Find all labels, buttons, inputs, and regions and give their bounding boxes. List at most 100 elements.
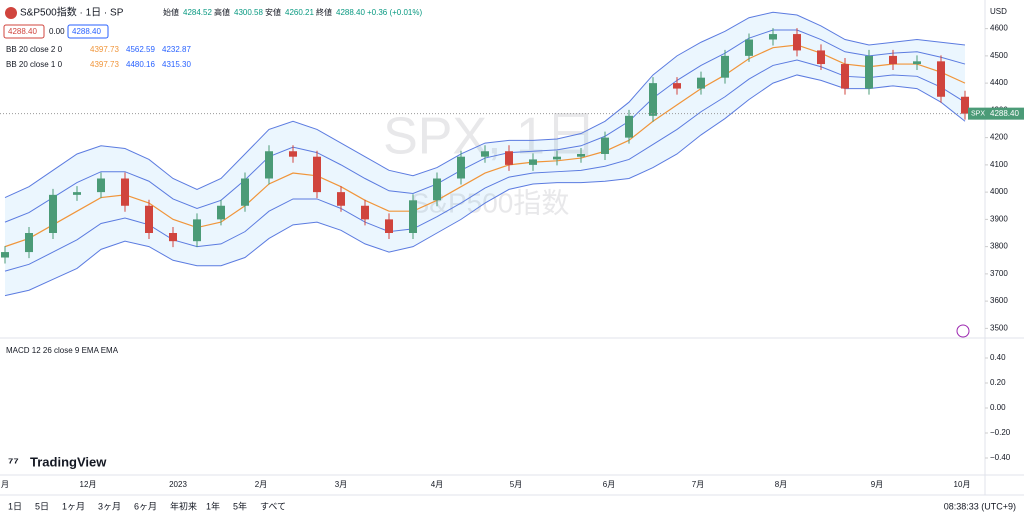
candle	[457, 156, 465, 179]
candle	[25, 233, 33, 253]
last-tag-price: 4288.40	[990, 109, 1019, 118]
candle	[313, 156, 321, 193]
candle	[433, 178, 441, 201]
candle	[289, 151, 297, 157]
candle	[337, 192, 345, 206]
y-tick-label: 4600	[990, 24, 1008, 33]
indicator-value: 4562.59	[126, 45, 155, 54]
indicator-value: 4315.30	[162, 60, 191, 69]
range-button[interactable]: 5年	[233, 500, 247, 511]
y-tick-label: 4200	[990, 133, 1008, 142]
indicator-value: 4232.87	[162, 45, 191, 54]
macd-tick-label: 0.40	[990, 353, 1006, 362]
y-tick-label: 4000	[990, 187, 1008, 196]
candle	[529, 159, 537, 165]
x-tick-label: 4月	[431, 480, 443, 489]
y-tick-label: 3600	[990, 296, 1008, 305]
candle	[601, 137, 609, 154]
sell-box[interactable]	[3, 24, 45, 39]
candle	[673, 83, 681, 89]
candle	[625, 115, 633, 138]
macd-tick-label: −0.40	[990, 453, 1011, 462]
candle	[169, 233, 177, 242]
range-button[interactable]: 3ヶ月	[98, 501, 121, 511]
range-button[interactable]: 1年	[206, 500, 220, 511]
x-tick-label: 3月	[335, 480, 347, 489]
candle	[769, 34, 777, 40]
candle	[961, 96, 969, 114]
buy: 4288.40	[72, 27, 101, 36]
x-tick-label: 12月	[80, 480, 97, 489]
indicator-value: 4397.73	[90, 45, 119, 54]
currency: USD	[990, 7, 1007, 16]
bb-basis	[4, 44, 966, 248]
macd-tick-label: 0.20	[990, 378, 1006, 387]
candle	[121, 178, 129, 206]
candle	[721, 55, 729, 78]
indicator-name: BB 20 close 2 0	[6, 45, 63, 54]
x-tick-label: 6月	[603, 480, 615, 489]
x-tick-label: 2月	[255, 480, 267, 489]
candle	[49, 194, 57, 233]
logo: TradingView	[30, 454, 107, 469]
macd-tick-label: −0.20	[990, 428, 1011, 437]
x-tick-label: 8月	[775, 480, 787, 489]
ohlc-value: 4300.58	[234, 8, 263, 17]
candle	[361, 205, 369, 220]
candle	[265, 151, 273, 179]
alert-icon[interactable]	[956, 324, 970, 338]
candle	[553, 156, 561, 160]
price-axis-bg	[985, 0, 1024, 495]
candle	[697, 77, 705, 89]
indicator-name: BB 20 close 1 0	[6, 60, 63, 69]
candle	[241, 178, 249, 206]
x-tick-label: 5月	[510, 480, 522, 489]
ohlc-label: 終値	[316, 7, 332, 17]
x-tick-label: 2023	[169, 480, 187, 489]
range-button[interactable]: 1ヶ月	[62, 501, 85, 511]
range-button[interactable]: 年初来	[170, 500, 197, 511]
candle	[1, 252, 9, 258]
last-tag-sym: SPX	[971, 110, 985, 117]
x-tick-label: 9月	[871, 480, 883, 489]
candle	[145, 205, 153, 233]
x-tick-label: 月	[1, 480, 9, 489]
indicator-value: 4480.16	[126, 60, 155, 69]
ohlc-label: 高値	[214, 7, 230, 17]
change: +0.36 (+0.01%)	[367, 8, 422, 17]
ohlc-value: 4260.21	[285, 8, 314, 17]
y-tick-label: 3800	[990, 242, 1008, 251]
y-tick-label: 3900	[990, 214, 1008, 223]
bb-band	[4, 74, 966, 297]
candle	[505, 151, 513, 165]
macd-label: MACD 12 26 close 9 EMA EMA	[6, 346, 119, 355]
logo-mark: ⁷⁷	[8, 454, 19, 469]
candle	[193, 219, 201, 242]
spread: 0.00	[49, 27, 65, 36]
y-tick-label: 4400	[990, 78, 1008, 87]
candle	[841, 64, 849, 89]
x-tick-label: 10月	[954, 480, 971, 489]
macd-tick-label: 0.00	[990, 403, 1006, 412]
candle	[73, 192, 81, 195]
indicator-value: 4397.73	[90, 60, 119, 69]
range-button[interactable]: 5日	[35, 501, 49, 511]
candle	[577, 153, 585, 157]
candle	[889, 55, 897, 65]
ohlc-value: 4288.40	[336, 8, 365, 17]
sell: 4288.40	[8, 27, 37, 36]
ohlc-label: 始値	[163, 7, 179, 17]
candle	[649, 83, 657, 116]
symbol-icon	[5, 7, 17, 19]
range-button[interactable]: すべて	[260, 501, 286, 511]
range-button[interactable]: 1日	[8, 501, 22, 511]
buy-box[interactable]	[67, 24, 109, 39]
last-tag-bg	[968, 107, 1024, 120]
bb-band	[4, 11, 966, 199]
range-button[interactable]: 6ヶ月	[134, 501, 157, 511]
ohlc-value: 4284.52	[183, 8, 212, 17]
candle	[745, 39, 753, 56]
candle	[481, 151, 489, 157]
candle	[385, 219, 393, 233]
